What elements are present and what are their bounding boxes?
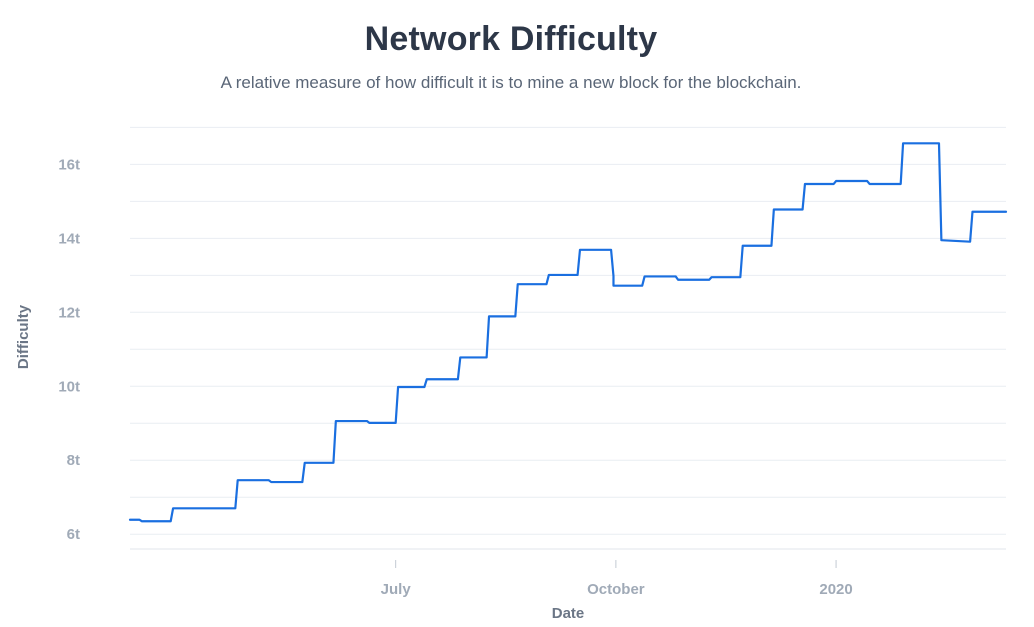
x-tick-label: October bbox=[587, 581, 645, 598]
y-tick-label: 16t bbox=[58, 156, 80, 173]
x-axis-title: Date bbox=[552, 605, 585, 622]
x-tick-label: 2020 bbox=[819, 581, 852, 598]
x-axis: July October 2020 bbox=[381, 560, 853, 598]
y-tick-label: 8t bbox=[67, 452, 80, 469]
chart-subtitle: A relative measure of how difficult it i… bbox=[220, 73, 802, 92]
chart-title: Network Difficulty bbox=[364, 20, 658, 58]
grid-lines bbox=[130, 126, 1006, 550]
x-tick-label: July bbox=[381, 581, 412, 598]
y-axis: 6t 8t 10t 12t 14t 16t bbox=[58, 156, 80, 543]
y-tick-label: 10t bbox=[58, 378, 80, 395]
y-tick-label: 12t bbox=[58, 304, 80, 321]
series-layer bbox=[128, 142, 1008, 523]
y-tick-label: 14t bbox=[58, 230, 80, 247]
y-tick-label: 6t bbox=[67, 526, 80, 543]
series-line bbox=[128, 142, 1008, 523]
y-axis-title: Difficulty bbox=[15, 304, 32, 369]
